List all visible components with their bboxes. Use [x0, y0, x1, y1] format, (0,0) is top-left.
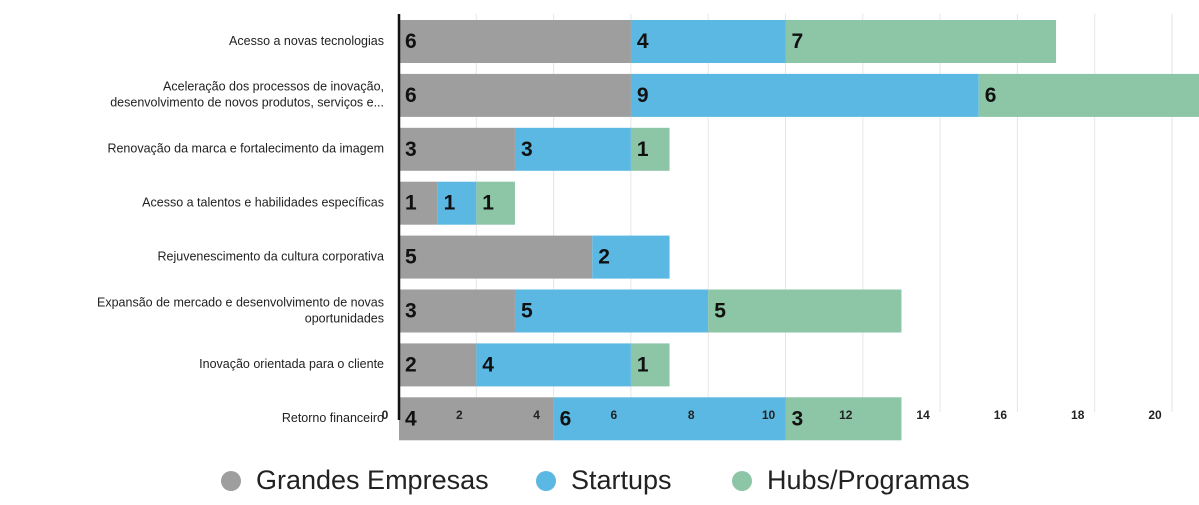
bar-value-label: 1 [482, 192, 494, 215]
bar-value-label: 1 [637, 353, 649, 376]
bar-value-label: 2 [405, 353, 417, 376]
bar-value-label: 5 [714, 300, 726, 323]
bar-segment [785, 397, 902, 441]
bar-segment [399, 235, 593, 279]
bar-segment [630, 127, 670, 171]
bar-value-label: 6 [405, 84, 417, 107]
legend-label: Grandes Empresas [256, 465, 489, 495]
bar-value-label: 6 [985, 84, 997, 107]
x-tick-label: 4 [533, 408, 540, 422]
bar-segment [399, 343, 477, 387]
category-label: Renovação da marca e fortalecimento da i… [107, 142, 384, 156]
bar-value-label: 9 [637, 84, 649, 107]
bar-value-label: 7 [792, 30, 804, 53]
bar-value-label: 1 [444, 192, 456, 215]
bar-value-label: 4 [637, 30, 649, 53]
labels-layer: 6 4 7 Acesso a novas tecnologias 6 9 6 Aceleraç… [97, 30, 996, 430]
bar-segment [476, 181, 515, 225]
bar-segment [785, 20, 1057, 63]
bar-value-label: 3 [405, 138, 417, 161]
legend-swatch [732, 471, 752, 491]
bar-segment [630, 343, 670, 387]
x-tick-label: 6 [611, 408, 618, 422]
bar-segment [437, 181, 477, 225]
category-label: Rejuvenescimento da cultura corporativa [157, 249, 384, 263]
bar-value-label: 3 [521, 138, 533, 161]
category-label: Expansão de mercado e desenvolvimento de… [97, 295, 384, 309]
legend: Grandes Empresas Startups Hubs/Programas [221, 465, 970, 495]
bar-segment [514, 127, 631, 171]
legend-label: Startups [571, 465, 672, 495]
x-tick-label: 16 [994, 408, 1008, 422]
bar-segment [399, 181, 438, 225]
legend-label: Hubs/Programas [767, 465, 970, 495]
x-tick-label: 0 [382, 408, 389, 422]
bar-segment [708, 289, 902, 333]
bar-value-label: 5 [405, 246, 417, 269]
bar-segment [399, 397, 554, 441]
x-tick-label: 20 [1148, 408, 1162, 422]
bar-value-label: 6 [405, 30, 417, 53]
x-tick-label: 18 [1071, 408, 1085, 422]
bar-value-label: 4 [405, 407, 417, 430]
bar-value-label: 4 [482, 353, 494, 376]
category-label: Inovação orientada para o cliente [199, 357, 384, 371]
bar-value-label: 1 [405, 192, 417, 215]
x-tick-label: 12 [839, 408, 853, 422]
bar-segment [399, 289, 515, 333]
bar-value-label: 5 [521, 300, 533, 323]
category-label: Aceleração dos processos de inovação, [163, 80, 384, 94]
bar-segment [553, 397, 786, 441]
category-label: desenvolvimento de novos produtos, servi… [110, 96, 384, 110]
x-tick-label: 8 [688, 408, 695, 422]
bar-segment [399, 73, 631, 117]
category-label: Acesso a novas tecnologias [229, 34, 384, 48]
bar-segment [978, 73, 1199, 117]
x-tick-label: 2 [456, 408, 463, 422]
bar-segment [514, 289, 709, 333]
category-label: oportunidades [305, 311, 384, 325]
bar-segment [592, 235, 670, 279]
x-tick-label: 10 [762, 408, 776, 422]
bar-value-label: 3 [405, 300, 417, 323]
legend-swatch [536, 471, 556, 491]
axis-layer: 0 2 4 6 8 10 12 14 16 18 20 [382, 14, 1162, 422]
category-label: Retorno financeiro [282, 411, 384, 425]
x-tick-label: 14 [916, 408, 930, 422]
bar-value-label: 1 [637, 138, 649, 161]
bar-segment [630, 20, 786, 63]
bar-value-label: 6 [560, 407, 572, 430]
category-label: Acesso a talentos e habilidades específi… [142, 195, 384, 209]
bar-segment [399, 127, 515, 171]
bar-value-label: 2 [598, 246, 610, 269]
bar-value-label: 3 [792, 407, 804, 430]
bar-segment [476, 343, 631, 387]
bars-layer [399, 20, 1199, 441]
bar-segment [630, 73, 979, 117]
bar-segment [399, 20, 631, 63]
legend-swatch [221, 471, 241, 491]
